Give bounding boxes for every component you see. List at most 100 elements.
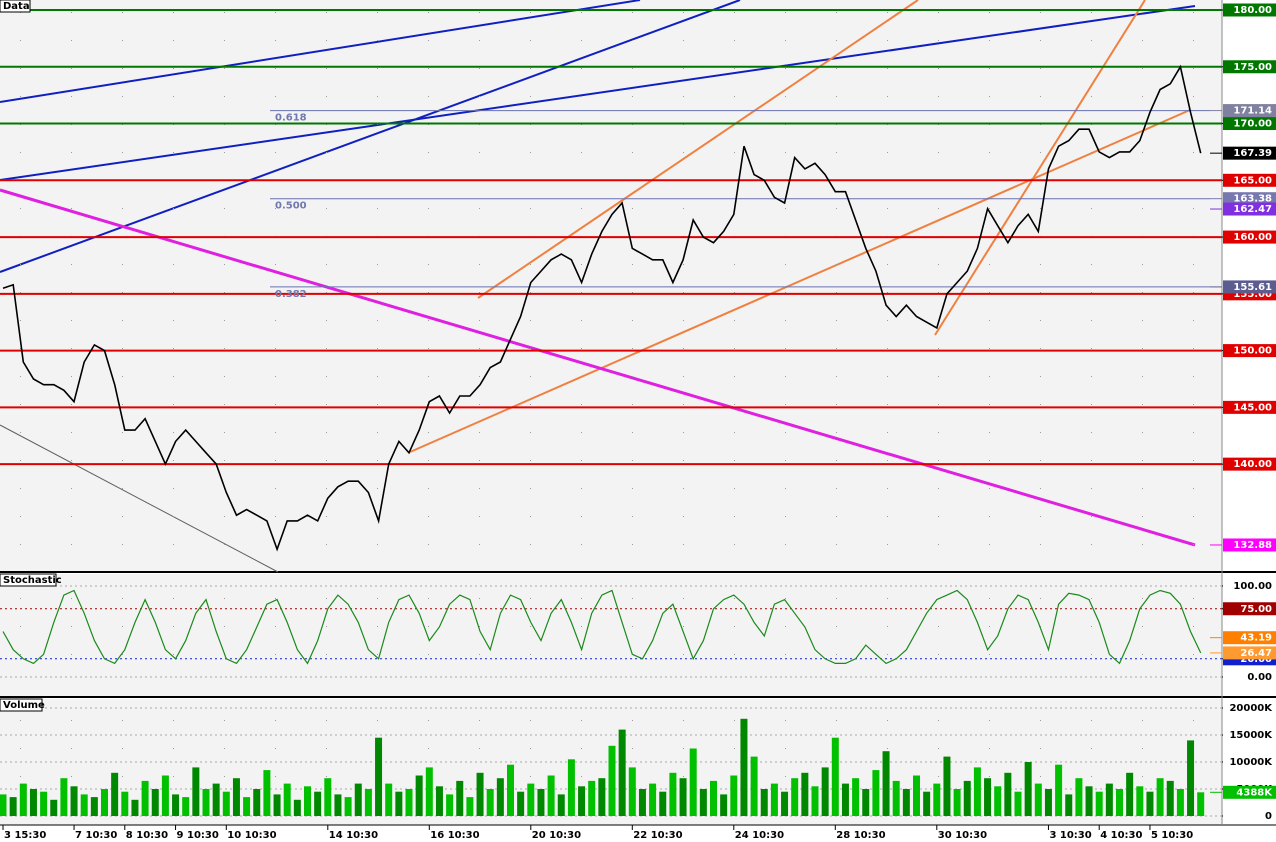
grid-dot — [1142, 460, 1143, 461]
grid-dot — [20, 292, 21, 293]
grid-dot — [887, 292, 888, 293]
grid-dot — [275, 516, 276, 517]
grid-dot — [20, 626, 21, 627]
axis-label: 20000K — [1229, 703, 1273, 714]
grid-dot — [173, 654, 174, 655]
trendline — [0, 188, 1196, 547]
grid-dot — [20, 516, 21, 517]
grid-dot — [326, 544, 327, 545]
volume-bar — [730, 775, 738, 816]
trendline — [0, 0, 641, 103]
grid-dot — [785, 748, 786, 749]
grid-dot — [734, 320, 735, 321]
grid-dot — [479, 348, 480, 349]
grid-dot — [683, 654, 684, 655]
grid-dot — [326, 598, 327, 599]
grid-dot — [1040, 654, 1041, 655]
grid-dot — [683, 544, 684, 545]
grid-dot — [1193, 348, 1194, 349]
x-tick-label: 16 10:30 — [430, 830, 479, 841]
axis-label: 0.00 — [1247, 672, 1272, 683]
grid-dot — [989, 432, 990, 433]
grid-dot — [989, 320, 990, 321]
grid-dot — [275, 488, 276, 489]
volume-bar — [182, 797, 190, 816]
grid-dot — [1142, 292, 1143, 293]
grid-dot — [122, 598, 123, 599]
grid-dot — [836, 488, 837, 489]
grid-dot — [173, 404, 174, 405]
volume-bar — [1014, 791, 1022, 816]
grid-dot — [530, 654, 531, 655]
grid-dot — [428, 720, 429, 721]
grid-dot — [122, 376, 123, 377]
axis-label-box — [1223, 146, 1276, 160]
grid-dot — [632, 292, 633, 293]
axis-label: 75.00 — [1240, 604, 1272, 615]
grid-dot — [479, 96, 480, 97]
grid-dot — [20, 432, 21, 433]
grid-dot — [581, 432, 582, 433]
grid-dot — [275, 152, 276, 153]
grid-dot — [989, 152, 990, 153]
grid-dot — [479, 748, 480, 749]
grid-dot — [428, 516, 429, 517]
grid-dot — [173, 720, 174, 721]
grid-dot — [530, 152, 531, 153]
grid-dot — [71, 208, 72, 209]
grid-dot — [530, 68, 531, 69]
grid-dot — [122, 208, 123, 209]
grid-dot — [1193, 320, 1194, 321]
grid-dot — [887, 348, 888, 349]
x-tick-label: 5 10:30 — [1151, 830, 1193, 841]
grid-dot — [1091, 404, 1092, 405]
grid-dot — [326, 626, 327, 627]
grid-dot — [836, 598, 837, 599]
grid-dot — [632, 598, 633, 599]
grid-dot — [887, 12, 888, 13]
volume-bar — [892, 780, 900, 816]
volume-bar — [1166, 780, 1174, 816]
grid-dot — [1091, 208, 1092, 209]
grid-dot — [326, 68, 327, 69]
grid-dot — [173, 748, 174, 749]
axis-label: 4388K — [1236, 787, 1273, 798]
grid-dot — [428, 654, 429, 655]
grid-dot — [479, 376, 480, 377]
volume-bar — [801, 772, 809, 816]
grid-dot — [683, 320, 684, 321]
grid-dot — [275, 264, 276, 265]
grid-dot — [938, 96, 939, 97]
volume-bar — [852, 778, 860, 816]
grid-dot — [683, 748, 684, 749]
grid-dot — [377, 292, 378, 293]
grid-dot — [275, 404, 276, 405]
grid-dot — [581, 720, 582, 721]
grid-dot — [632, 432, 633, 433]
grid-dot — [581, 544, 582, 545]
grid-dot — [173, 432, 174, 433]
grid-dot — [836, 320, 837, 321]
grid-dot — [122, 488, 123, 489]
grid-dot — [20, 320, 21, 321]
grid-dot — [1193, 460, 1194, 461]
grid-dot — [785, 544, 786, 545]
volume-bar — [344, 797, 352, 816]
grid-dot — [632, 320, 633, 321]
grid-dot — [1142, 152, 1143, 153]
grid-dot — [683, 626, 684, 627]
volume-bar — [253, 789, 261, 816]
grid-dot — [785, 516, 786, 517]
volume-bar — [263, 770, 271, 816]
grid-dot — [428, 488, 429, 489]
grid-dot — [1193, 208, 1194, 209]
grid-dot — [20, 40, 21, 41]
axis-label: 26.47 — [1240, 648, 1272, 659]
volume-bar — [1095, 791, 1103, 816]
grid-dot — [581, 516, 582, 517]
volume-bar — [943, 756, 951, 816]
grid-dot — [173, 488, 174, 489]
volume-bar — [202, 789, 210, 816]
grid-dot — [1193, 720, 1194, 721]
